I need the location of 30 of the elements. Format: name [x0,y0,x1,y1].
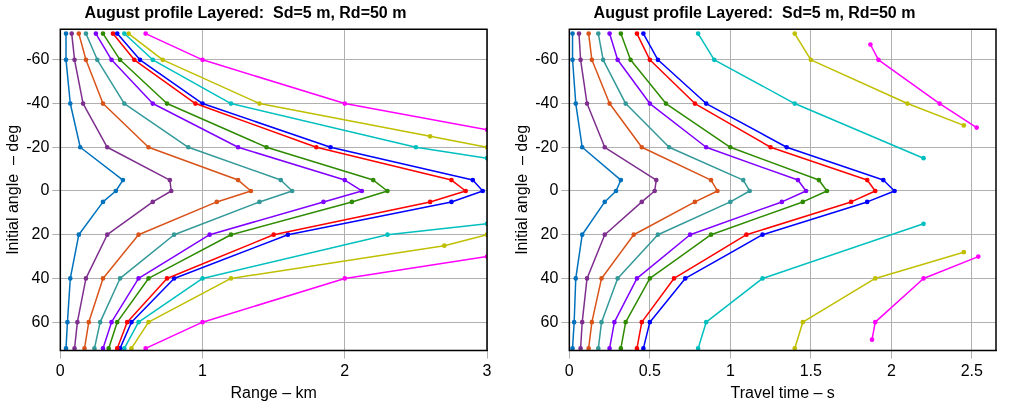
x-tick-label: 2 [340,361,350,379]
y-tick-label: -20 [535,137,559,155]
x-tick-label: 3 [482,361,492,379]
y-tick-label: -40 [535,93,559,111]
y-tick-label: 60 [540,312,559,330]
y-tick-label: 40 [540,268,559,286]
y-tick-label: 60 [31,312,50,330]
y-tick-label: -60 [26,50,50,68]
y-tick-label: -40 [26,93,50,111]
x-axis-title: Range – km [230,383,317,401]
x-tick-label: 1 [725,361,735,379]
x-tick-label: 0.5 [638,361,662,379]
x-tick-label: 0 [564,361,574,379]
y-tick-label: 20 [31,225,50,243]
y-tick-label: -60 [535,50,559,68]
x-tick-label: 2.5 [960,361,984,379]
y-axis-title: Initial angle – deg [4,124,22,255]
x-axis-title: Travel time – s [730,383,835,401]
x-tick-label: 1 [198,361,208,379]
x-tick-label: 2 [886,361,896,379]
y-tick-label: 0 [40,181,50,199]
y-axis-title: Initial angle – deg [513,124,531,255]
chart-title: August profile Layered: Sd=5 m, Rd=50 m [84,4,407,22]
x-tick-label: 0 [55,361,65,379]
y-tick-label: 0 [549,181,559,199]
chart-title: August profile Layered: Sd=5 m, Rd=50 m [593,4,916,22]
y-tick-label: 20 [540,225,559,243]
y-tick-label: 40 [31,268,50,286]
x-tick-label: 1.5 [799,361,823,379]
y-tick-label: -20 [26,137,50,155]
